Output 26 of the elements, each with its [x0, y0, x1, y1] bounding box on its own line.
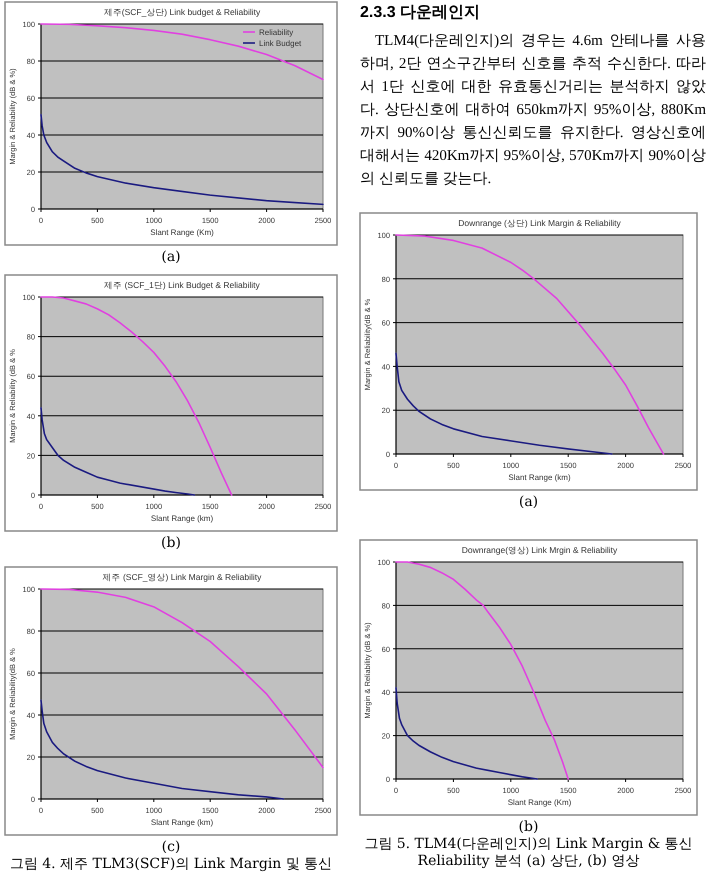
text: (a)	[518, 494, 540, 511]
chart-title: 제주 (SCF_영상) Link Margin & Reliability	[102, 572, 262, 582]
x-axis-title: Slant Range (km)	[150, 818, 214, 827]
caption: 그림 4. 제주 TLM3(SCF)의 Link Margin 및 통신	[8, 856, 334, 873]
x-axis-title: Slant Range (km)	[508, 473, 571, 482]
x-axis-title: Slant Range (Km)	[150, 228, 214, 237]
text: 2.3.3 다운레인지	[360, 3, 480, 23]
line-series	[40, 114, 324, 206]
x-axis-title: Slant Range (Km)	[508, 798, 572, 807]
line-series	[395, 687, 538, 780]
legend-label: Link Budget	[259, 39, 302, 48]
x-axis-title: Slant Range (km)	[150, 514, 214, 523]
caption: 그림 5. TLM4(다운레인지)의 Link Margin & 통신 Reliability 분석 (a) 상단, (b) 영상	[363, 836, 694, 870]
line-series	[40, 700, 284, 800]
text: TLM4(다운레인지)의 경우는 4.6m 안테나를 사용하며, 2단 연소구간부터 신호를 추적 수신한다. 따라서 1단 신호에 대한 유효통신거리는 분석하지 않았다. 상단신호에 대하여 650km까지 95%이상, 880Km까지 90%이상 통신신뢰도를 유지한다. 영상신호에 대해서는 420Km까지 95%이상, 570Km까지 90%이상의 신뢰도를 갖는다.	[360, 32, 706, 189]
text: (a)	[160, 249, 182, 266]
text: (b)	[518, 819, 540, 836]
chart-title: Downrange (상단) Link Margin & Reliability	[458, 218, 622, 228]
text: (c)	[160, 839, 182, 856]
chart-title: 제주(SCF_상단) Link budget & Reliability	[104, 7, 261, 17]
chart-title: Downrange(영상) Link Mrgin & Reliability	[462, 545, 618, 555]
chart-title: 제주 (SCF_1단) Link Budget & Reliability	[104, 280, 260, 290]
text: (b)	[160, 535, 182, 552]
line-series	[395, 352, 613, 455]
legend-label: Reliability	[259, 28, 294, 37]
line-series	[40, 407, 196, 496]
